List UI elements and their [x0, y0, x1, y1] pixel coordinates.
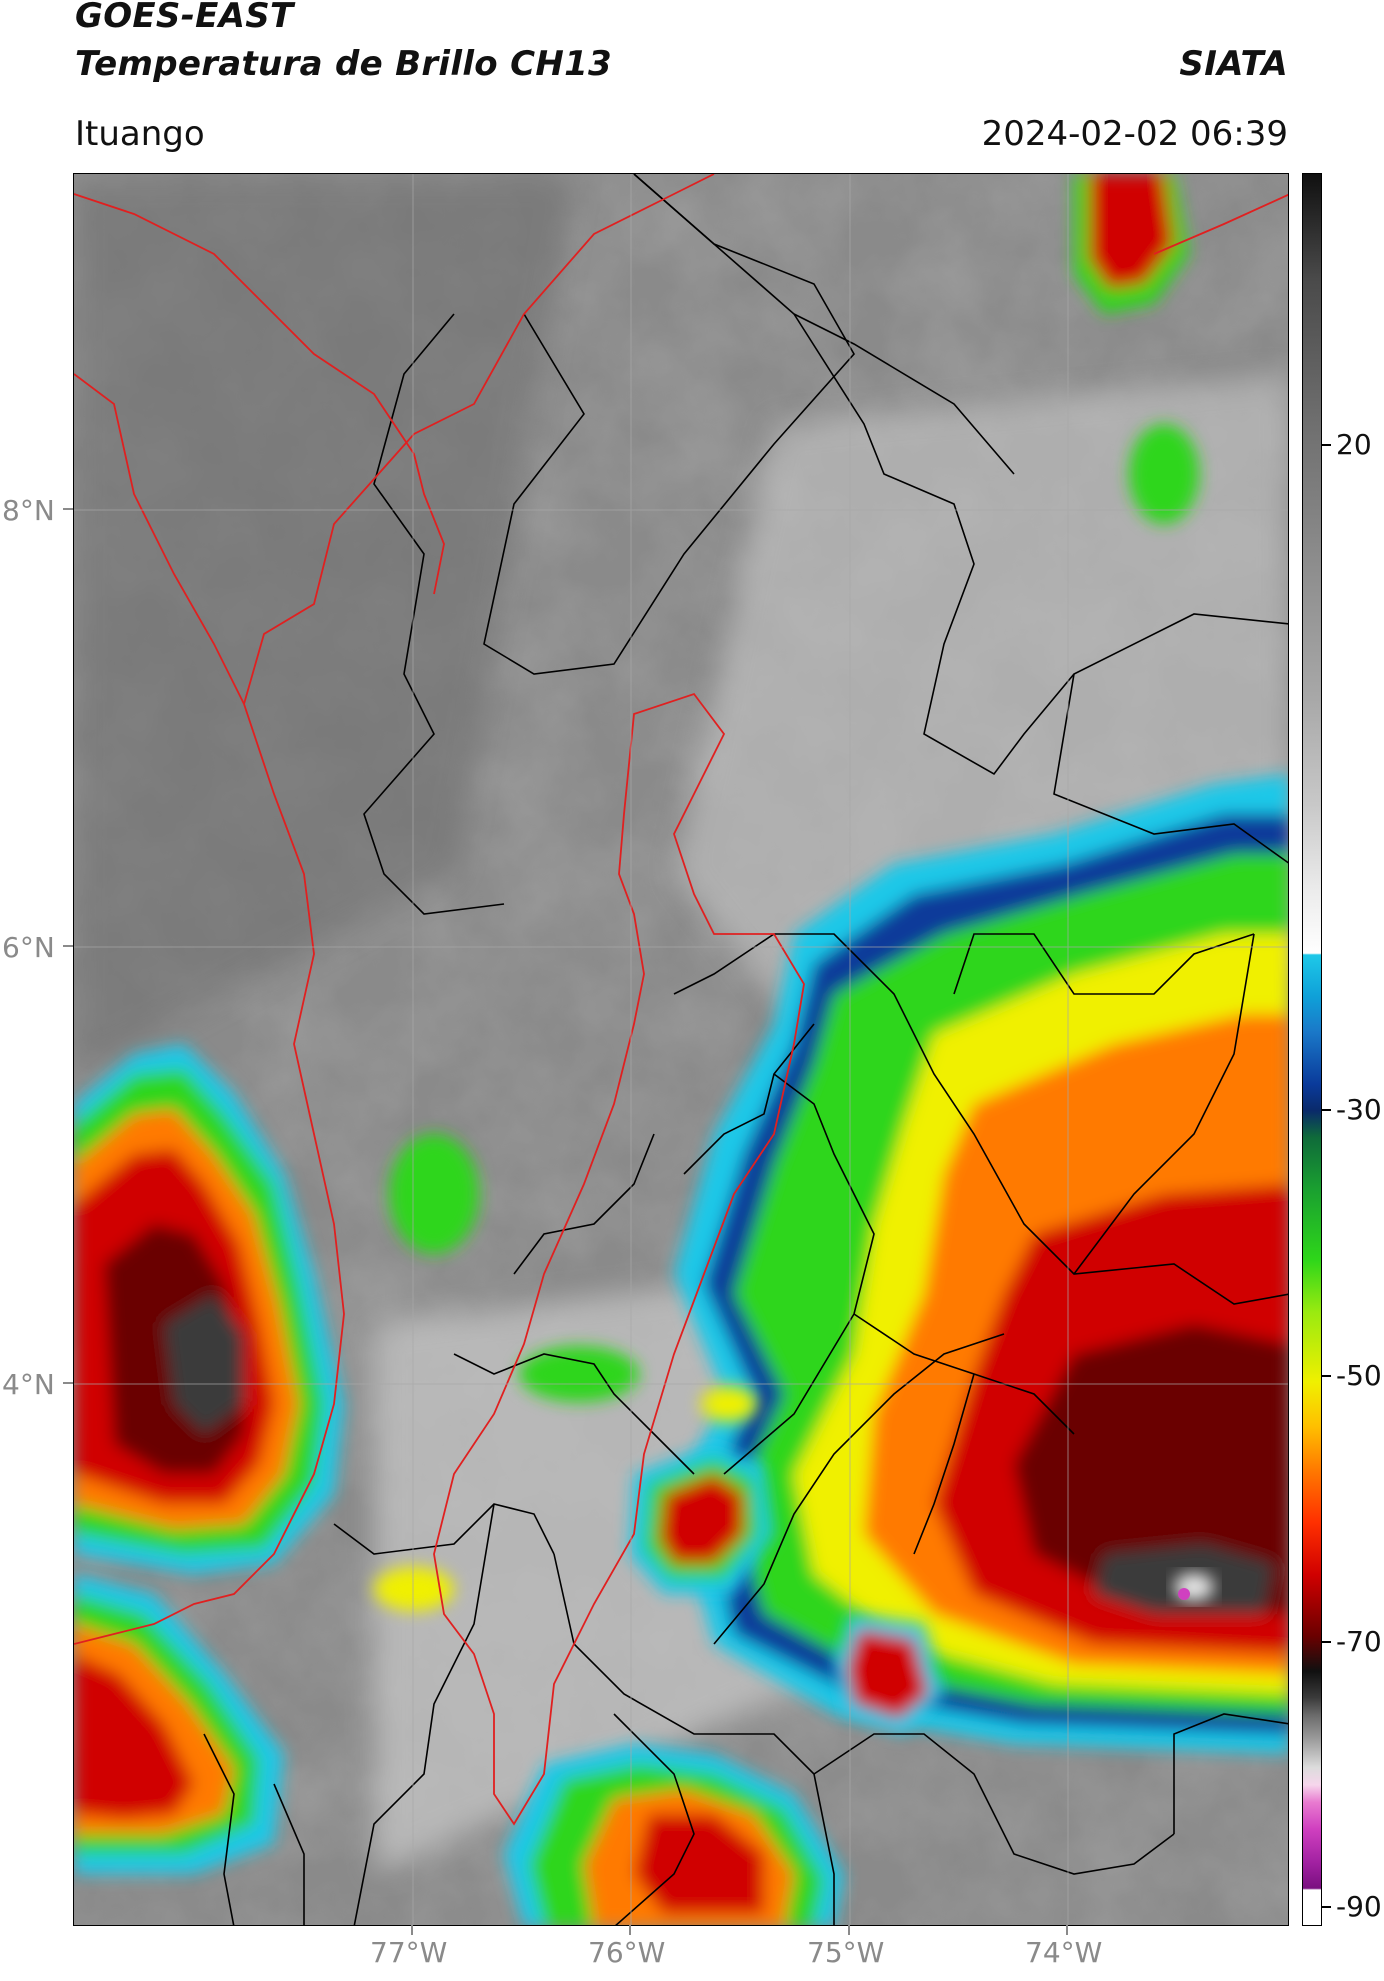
- location-label: Ituango: [75, 114, 205, 154]
- datetime-label: 2024-02-02 06:39: [981, 114, 1288, 154]
- x-tick-mark: [629, 1925, 631, 1935]
- y-tick-mark: [63, 1382, 73, 1384]
- storm-west: [74, 1044, 344, 1574]
- y-tick-label-6n: 6°N: [2, 931, 55, 964]
- colorbar-label-minus90: -90: [1336, 1890, 1382, 1923]
- x-tick-label-77w: 77°W: [370, 1936, 448, 1969]
- graticule: [74, 174, 1288, 1925]
- y-tick-mark: [63, 508, 73, 510]
- y-tick-label-4n: 4°N: [2, 1368, 55, 1401]
- y-tick-label-8n: 8°N: [2, 494, 55, 527]
- colorbar: [1302, 173, 1322, 1926]
- colorbar-tick: [1321, 444, 1331, 446]
- colorbar-tick: [1321, 1375, 1331, 1377]
- title-line-2: Temperatura de Brillo CH13: [75, 44, 613, 84]
- x-tick-mark: [1066, 1925, 1068, 1935]
- satellite-map: [73, 173, 1289, 1926]
- colorbar-tick: [1321, 1641, 1331, 1643]
- red-borders: [74, 174, 1288, 1826]
- x-tick-label-76w: 76°W: [588, 1936, 666, 1969]
- colorbar-label-20: 20: [1336, 428, 1372, 461]
- small-cells: [374, 424, 1199, 1611]
- x-tick-label-75w: 75°W: [807, 1936, 885, 1969]
- storm-southwest: [74, 1574, 284, 1874]
- colorbar-label-minus70: -70: [1336, 1625, 1382, 1658]
- dark-northwest: [74, 174, 574, 1074]
- colorbar-tick: [1321, 1109, 1331, 1111]
- x-tick-mark: [848, 1925, 850, 1935]
- map-canvas: [74, 174, 1288, 1925]
- colorbar-label-minus50: -50: [1336, 1359, 1382, 1392]
- brand-label: SIATA: [1179, 44, 1288, 84]
- coldest-pixel-east: [1178, 1588, 1190, 1600]
- x-tick-mark: [411, 1925, 413, 1935]
- storm-central: [629, 174, 1189, 1734]
- title-line-1: GOES-EAST: [75, 0, 294, 36]
- x-tick-label-74w: 74°W: [1025, 1936, 1103, 1969]
- storm-south: [504, 1744, 844, 1925]
- department-borders: [203, 174, 1288, 1925]
- y-tick-mark: [63, 945, 73, 947]
- colorbar-label-minus30: -30: [1336, 1093, 1382, 1126]
- colorbar-tick: [1321, 1906, 1331, 1908]
